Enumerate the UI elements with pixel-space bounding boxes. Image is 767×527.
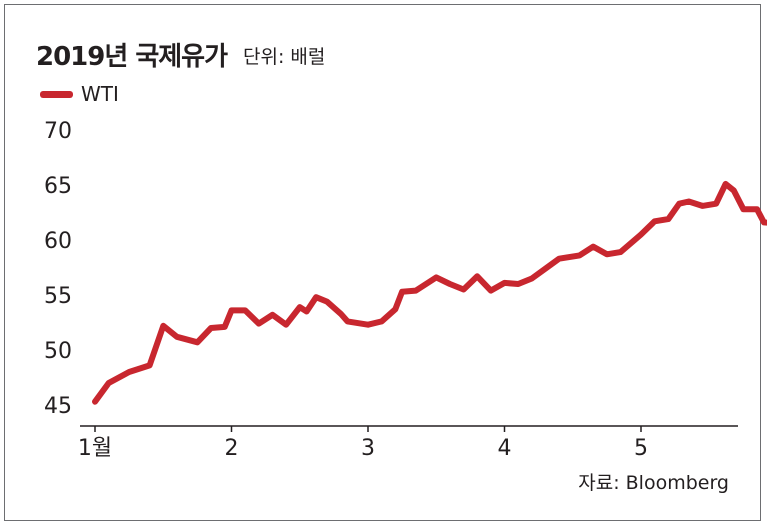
y-tick-label: 50: [44, 339, 72, 364]
chart-frame: [4, 4, 761, 521]
x-tick-label: 5: [634, 436, 648, 461]
chart-title: 2019년 국제유가: [36, 42, 228, 72]
y-tick-label: 45: [44, 394, 72, 419]
legend-label-wti: WTI: [81, 82, 119, 106]
y-tick-label: 60: [44, 229, 72, 254]
legend: WTI: [40, 82, 119, 106]
y-axis: 70 65 60 55 50 45: [44, 119, 72, 419]
y-tick-label: 55: [44, 284, 72, 309]
x-tick-label: 2: [225, 436, 239, 461]
legend-swatch-wti: [40, 90, 73, 98]
source-label: 자료: Bloomberg: [578, 472, 729, 494]
x-tick-label: 1월: [78, 436, 112, 461]
y-tick-label: 70: [44, 119, 72, 144]
series-line-wti: [92, 180, 767, 405]
unit-label: 단위: 배럴: [243, 46, 326, 68]
x-tick-label: 4: [498, 436, 512, 461]
x-axis: 1월23456: [78, 426, 648, 461]
x-tick-label: 3: [361, 436, 375, 461]
y-tick-label: 65: [44, 174, 72, 199]
